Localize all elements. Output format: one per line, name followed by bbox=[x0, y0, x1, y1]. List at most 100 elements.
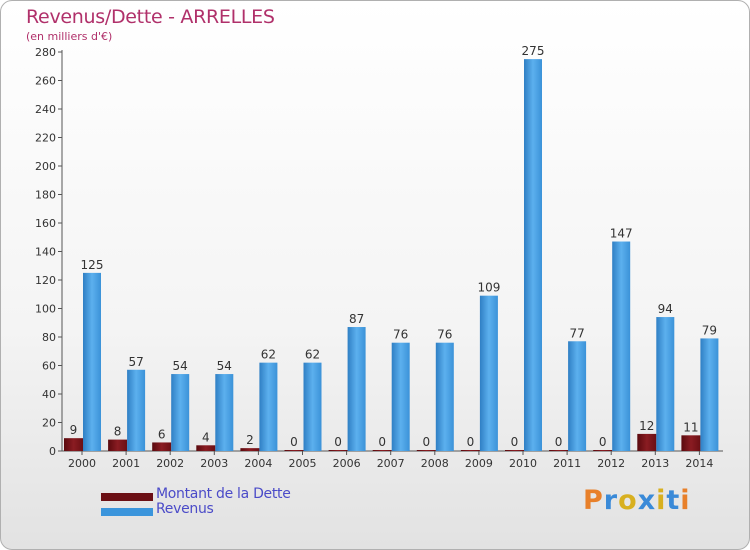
data-label-dette: 0 bbox=[334, 435, 342, 449]
y-tick-label: 240 bbox=[35, 103, 56, 116]
y-tick-label: 0 bbox=[49, 445, 56, 458]
x-tick-label: 2003 bbox=[200, 457, 228, 470]
data-label-revenus: 125 bbox=[81, 258, 104, 272]
bar-dette bbox=[328, 450, 348, 451]
x-tick-label: 2012 bbox=[597, 457, 625, 470]
y-tick-label: 220 bbox=[35, 132, 56, 145]
bar-dette bbox=[152, 442, 172, 451]
y-tick-label: 20 bbox=[42, 417, 56, 430]
bar-revenus bbox=[391, 342, 410, 451]
y-tick-label: 180 bbox=[35, 189, 56, 202]
x-tick-label: 2005 bbox=[289, 457, 317, 470]
bar-dette bbox=[284, 450, 304, 451]
y-tick-label: 280 bbox=[35, 46, 56, 59]
data-label-revenus: 62 bbox=[305, 348, 320, 362]
data-label-dette: 0 bbox=[378, 435, 386, 449]
x-tick-label: 2011 bbox=[553, 457, 581, 470]
bar-revenus bbox=[612, 241, 631, 451]
x-tick-label: 2013 bbox=[641, 457, 669, 470]
x-tick-label: 2014 bbox=[685, 457, 713, 470]
y-tick-label: 40 bbox=[42, 388, 56, 401]
logo-letter: x bbox=[637, 485, 657, 516]
data-label-dette: 0 bbox=[467, 435, 475, 449]
y-tick-label: 160 bbox=[35, 217, 56, 230]
data-label-revenus: 76 bbox=[393, 328, 408, 342]
bar-revenus bbox=[171, 374, 190, 451]
legend-swatch-dette bbox=[101, 493, 153, 501]
data-label-dette: 6 bbox=[158, 427, 166, 441]
bar-dette bbox=[549, 450, 569, 451]
y-tick-label: 80 bbox=[42, 331, 56, 344]
x-tick-label: 2007 bbox=[377, 457, 405, 470]
data-label-revenus: 77 bbox=[569, 326, 584, 340]
y-tick-label: 260 bbox=[35, 75, 56, 88]
data-label-revenus: 54 bbox=[173, 359, 188, 373]
proxiti-logo: Proxiti bbox=[583, 485, 691, 516]
data-label-dette: 0 bbox=[511, 435, 519, 449]
data-label-dette: 0 bbox=[555, 435, 563, 449]
bar-dette bbox=[108, 439, 128, 451]
data-label-revenus: 79 bbox=[702, 323, 717, 337]
bar-dette bbox=[64, 438, 83, 451]
bar-revenus bbox=[700, 338, 719, 451]
data-label-dette: 4 bbox=[202, 430, 210, 444]
data-label-revenus: 57 bbox=[128, 355, 143, 369]
y-tick-label: 200 bbox=[35, 160, 56, 173]
data-label-revenus: 109 bbox=[477, 281, 500, 295]
data-label-revenus: 62 bbox=[261, 348, 276, 362]
data-label-dette: 2 bbox=[246, 433, 254, 447]
data-label-revenus: 54 bbox=[217, 359, 232, 373]
legend-swatch-revenus bbox=[101, 508, 153, 516]
logo-letter: i bbox=[656, 485, 667, 516]
y-tick-label: 120 bbox=[35, 274, 56, 287]
data-label-revenus: 76 bbox=[437, 328, 452, 342]
bar-dette bbox=[372, 450, 392, 451]
bar-revenus bbox=[215, 374, 234, 451]
x-tick-label: 2008 bbox=[421, 457, 449, 470]
x-tick-label: 2001 bbox=[112, 457, 140, 470]
bar-dette bbox=[505, 450, 524, 451]
logo-letter: o bbox=[618, 485, 638, 516]
bar-revenus bbox=[127, 369, 146, 451]
data-label-dette: 12 bbox=[639, 419, 654, 433]
y-tick-label: 100 bbox=[35, 303, 56, 316]
data-label-dette: 8 bbox=[114, 425, 122, 439]
chart-subtitle: (en milliers d'€) bbox=[26, 30, 113, 43]
data-label-dette: 0 bbox=[422, 435, 430, 449]
x-tick-label: 2000 bbox=[68, 457, 96, 470]
bar-revenus bbox=[303, 362, 322, 451]
data-label-dette: 9 bbox=[70, 423, 78, 437]
bar-revenus bbox=[435, 342, 454, 451]
bar-dette bbox=[416, 450, 436, 451]
x-tick-label: 2004 bbox=[244, 457, 272, 470]
data-label-dette: 0 bbox=[290, 435, 298, 449]
x-tick-label: 2006 bbox=[333, 457, 361, 470]
legend-label-revenus: Revenus bbox=[156, 501, 214, 517]
bar-dette bbox=[460, 450, 480, 451]
bar-dette bbox=[240, 448, 260, 451]
legend-label-dette: Montant de la Dette bbox=[156, 486, 291, 502]
data-label-dette: 0 bbox=[599, 435, 607, 449]
data-label-revenus: 147 bbox=[610, 227, 633, 241]
bar-dette bbox=[196, 445, 216, 451]
logo-letter: t bbox=[666, 485, 681, 516]
y-tick-label: 60 bbox=[42, 360, 56, 373]
logo-letter: i bbox=[680, 485, 691, 516]
bar-revenus bbox=[259, 362, 278, 451]
x-tick-label: 2009 bbox=[465, 457, 493, 470]
bar-dette bbox=[593, 450, 613, 451]
y-tick-label: 140 bbox=[35, 246, 56, 259]
bar-revenus bbox=[656, 317, 675, 451]
data-label-revenus: 94 bbox=[658, 302, 673, 316]
data-label-revenus: 87 bbox=[349, 312, 364, 326]
chart-title: Revenus/Dette - ARRELLES bbox=[26, 6, 275, 28]
bar-revenus bbox=[479, 295, 498, 451]
bar-revenus bbox=[347, 327, 366, 451]
bar-revenus bbox=[83, 272, 101, 451]
bar-dette bbox=[681, 435, 701, 451]
x-tick-label: 2002 bbox=[156, 457, 184, 470]
logo-letter: P bbox=[583, 485, 604, 516]
data-label-revenus: 275 bbox=[522, 44, 545, 58]
bar-revenus bbox=[568, 341, 587, 451]
